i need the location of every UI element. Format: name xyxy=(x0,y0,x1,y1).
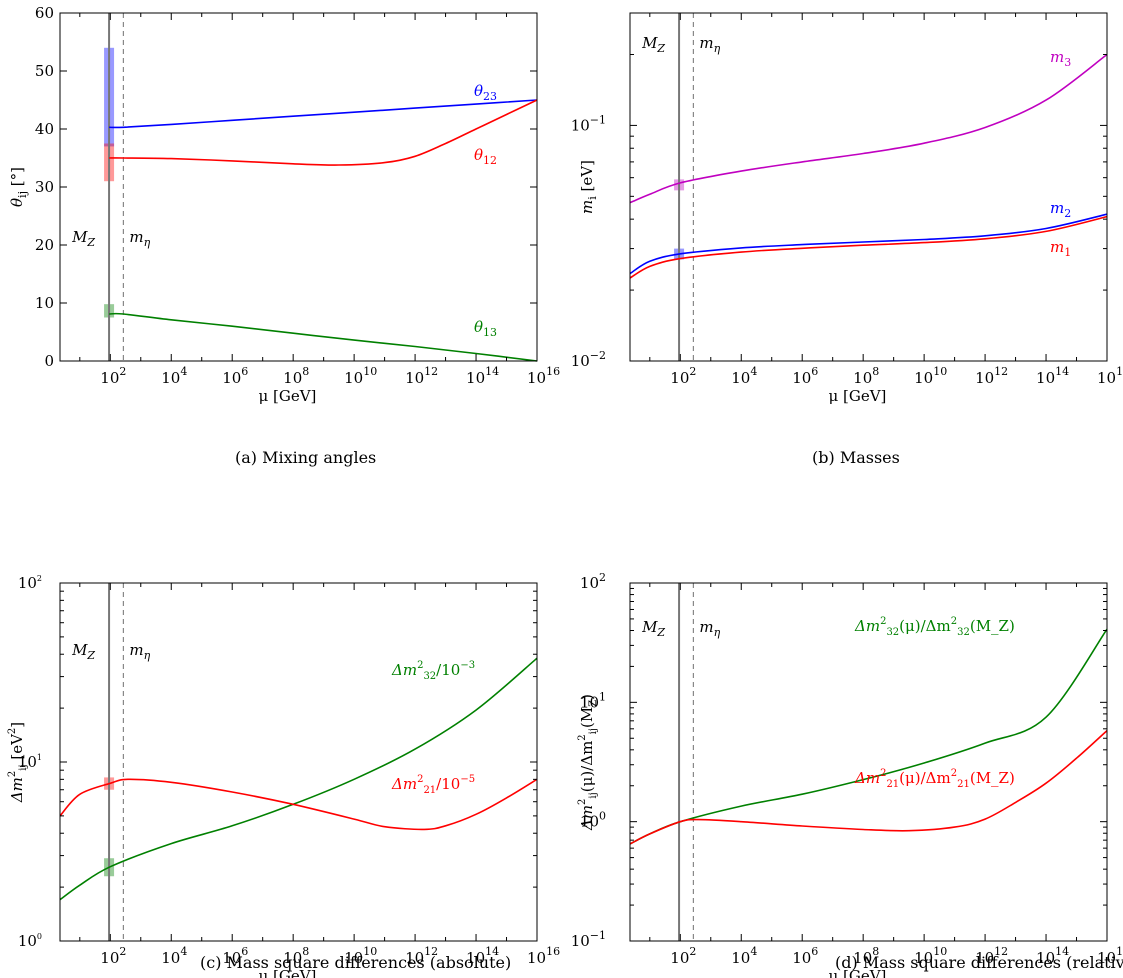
y-axis-label-a: θij [°] xyxy=(8,167,29,207)
y-tick-label-b--1: 10−1 xyxy=(571,113,606,134)
series-label-a-2: θ13 xyxy=(474,318,497,339)
series-line-b-2 xyxy=(629,215,1108,279)
y-tick-label-a-0: 0 xyxy=(44,352,54,370)
vline-label-mz-b: MZ xyxy=(641,34,665,55)
y-tick-label-b--2: 10−2 xyxy=(571,349,606,370)
x-tick-label-b-14: 1014 xyxy=(1036,365,1069,387)
vline-label-meta-b: mη xyxy=(699,34,720,55)
y-tick-label-a-40: 40 xyxy=(35,120,54,138)
vline-label-meta-d: mη xyxy=(699,618,720,639)
x-tick-label-c-6: 106 xyxy=(222,945,248,967)
series-label-a-0: θ23 xyxy=(474,82,497,103)
vline-label-mz-a: MZ xyxy=(71,228,95,249)
x-tick-label-d-8: 108 xyxy=(853,945,879,967)
series-line-d-0 xyxy=(629,628,1108,845)
series-label-c-1: Δm221/10−5 xyxy=(391,774,475,796)
y-axis-label-d: Δm2ij(μ)/Δm2ij(MZ) xyxy=(577,694,599,831)
series-label-b-0: m3 xyxy=(1050,48,1071,69)
caption-b: (b) Masses xyxy=(812,448,900,467)
series-line-d-1 xyxy=(629,730,1108,845)
x-tick-label-c-2: 102 xyxy=(100,945,126,967)
x-tick-label-c-14: 1014 xyxy=(466,945,499,967)
series-label-d-0: Δm232(μ)/Δm232(M_Z) xyxy=(854,616,1015,638)
series-label-a-1: θ12 xyxy=(474,146,497,167)
caption-a: (a) Mixing angles xyxy=(235,448,376,467)
y-tick-label-d-0: 100 xyxy=(580,810,606,831)
x-tick-label-c-10: 1010 xyxy=(344,945,377,967)
series-line-c-0 xyxy=(59,657,538,901)
y-tick-label-d-1: 101 xyxy=(580,690,606,711)
x-axis-label-a: μ [GeV] xyxy=(259,387,317,405)
plot-frame-b xyxy=(629,12,1108,362)
plot-frame-a xyxy=(59,12,538,362)
x-tick-label-a-10: 1010 xyxy=(344,365,377,387)
y-axis-label-b: mi [eV] xyxy=(578,160,599,214)
y-tick-label-d-2: 102 xyxy=(580,571,606,592)
y-tick-label-a-50: 50 xyxy=(35,62,54,80)
y-tick-label-c-1: 101 xyxy=(18,753,42,771)
x-tick-label-d-10: 1010 xyxy=(914,945,947,967)
series-line-a-1 xyxy=(109,99,538,166)
x-tick-label-b-10: 1010 xyxy=(914,365,947,387)
vline-label-mz-d: MZ xyxy=(641,618,665,639)
x-tick-label-d-4: 104 xyxy=(731,945,757,967)
y-axis-label-c: Δm2ij [eV2] xyxy=(7,722,29,803)
y-tick-label-a-10: 10 xyxy=(35,294,54,312)
x-tick-label-c-4: 104 xyxy=(161,945,187,967)
vline-label-meta-a: mη xyxy=(129,228,150,249)
x-tick-label-b-12: 1012 xyxy=(975,365,1008,387)
x-tick-label-d-12: 1012 xyxy=(975,945,1008,967)
x-tick-label-a-8: 108 xyxy=(283,365,309,387)
x-tick-label-b-8: 108 xyxy=(853,365,879,387)
panel-masses: MZ mη m3 m2 m1 102 104 106 108 1010 1012 1014 1016 10… xyxy=(571,12,1123,467)
series-line-a-0 xyxy=(109,99,538,129)
x-tick-label-c-8: 108 xyxy=(283,945,309,967)
x-tick-label-d-2: 102 xyxy=(670,945,696,967)
x-tick-label-d-16: 1016 xyxy=(1097,945,1123,967)
x-tick-label-d-14: 1014 xyxy=(1036,945,1069,967)
plot-frame-d xyxy=(629,582,1108,942)
series-label-c-0: Δm232/10−3 xyxy=(391,660,475,682)
x-tick-label-b-2: 102 xyxy=(670,365,696,387)
x-tick-label-a-14: 1014 xyxy=(466,365,499,387)
x-axis-label-c: μ [GeV] xyxy=(259,967,317,978)
x-axis-label-d: μ [GeV] xyxy=(829,967,887,978)
y-tick-label-c-0: 100 xyxy=(18,932,42,950)
x-tick-label-a-6: 106 xyxy=(222,365,248,387)
caption-d: (d) Mass square differences (relative) xyxy=(835,953,1123,972)
series-label-b-2: m1 xyxy=(1050,238,1071,259)
panel-mass-square-relative: MZ mη Δm232(μ)/Δm232(M_Z) Δm221(μ)/Δm221(M_… xyxy=(571,571,1123,978)
series-label-b-1: m2 xyxy=(1050,199,1071,220)
x-tick-label-c-12: 1012 xyxy=(405,945,438,967)
x-axis-label-b: μ [GeV] xyxy=(829,387,887,405)
x-tick-label-a-16: 1016 xyxy=(527,365,560,387)
x-tick-label-b-4: 104 xyxy=(731,365,757,387)
series-line-a-2 xyxy=(109,312,538,362)
x-tick-label-b-16: 1016 xyxy=(1097,365,1123,387)
plot-frame-c xyxy=(59,582,538,942)
x-tick-label-b-6: 106 xyxy=(792,365,818,387)
series-line-b-0 xyxy=(629,53,1108,204)
x-tick-label-a-12: 1012 xyxy=(405,365,438,387)
series-label-d-1: Δm221(μ)/Δm221(M_Z) xyxy=(854,768,1015,790)
x-tick-label-a-2: 102 xyxy=(100,365,126,387)
series-line-b-1 xyxy=(629,213,1108,275)
vline-label-meta-c: mη xyxy=(129,641,150,662)
x-tick-label-d-6: 106 xyxy=(792,945,818,967)
series-line-c-1 xyxy=(59,778,538,831)
y-tick-label-d--1: 10−1 xyxy=(571,929,606,950)
y-tick-label-c-2: 102 xyxy=(18,574,42,592)
y-tick-label-a-60: 60 xyxy=(35,4,54,22)
caption-c: (c) Mass square differences (absolute) xyxy=(200,953,511,972)
y-tick-label-a-30: 30 xyxy=(35,178,54,196)
x-tick-label-c-16: 1016 xyxy=(527,945,560,967)
panel-mass-square-absolute: MZ mη Δm232/10−3 Δm221/10−5 102 104 106 108 1010… xyxy=(7,574,560,978)
vline-label-mz-c: MZ xyxy=(71,641,95,662)
x-tick-label-a-4: 104 xyxy=(161,365,187,387)
y-tick-label-a-20: 20 xyxy=(35,236,54,254)
